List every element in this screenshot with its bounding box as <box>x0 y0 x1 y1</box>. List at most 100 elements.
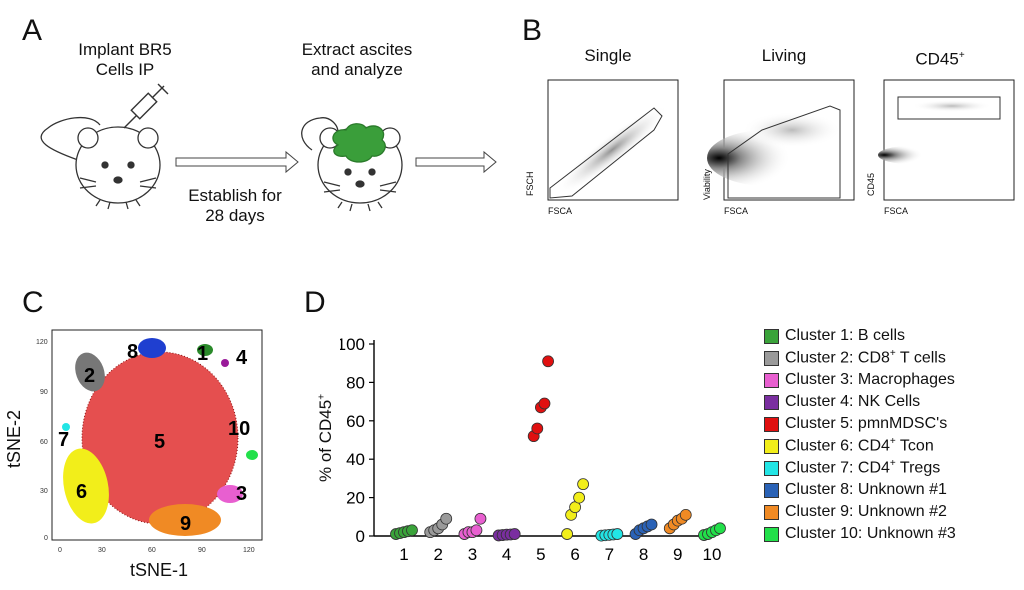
gate-title-cd45: CD45+ <box>880 46 1000 70</box>
data-point <box>542 355 554 368</box>
legend-item: Cluster 4: NK Cells <box>764 392 920 412</box>
x-tick-label: 7 <box>605 545 614 564</box>
tsne-cluster-10 <box>246 450 258 460</box>
data-point <box>714 522 726 535</box>
y-tick-label: 100 <box>340 335 365 354</box>
gate-title-cd45-sup: + <box>958 50 965 61</box>
legend-swatch <box>764 328 779 344</box>
mouse-icon <box>40 116 161 210</box>
panel-letter-b: B <box>522 14 543 47</box>
tsne-xtick-30: 30 <box>98 547 106 554</box>
gate-title-cd45-text: CD45 <box>915 49 959 69</box>
tsne-cluster-2 <box>75 352 105 392</box>
data-point <box>508 528 521 540</box>
tsne-ytick-0: 0 <box>44 535 48 542</box>
tsne-cluster-5 <box>82 352 238 524</box>
tsne-label-4: 4 <box>236 347 248 369</box>
legend-item: Cluster 6: CD4+ Tcon <box>764 436 934 456</box>
x-tick-label: 9 <box>673 545 682 564</box>
x-tick-label: 3 <box>468 545 477 564</box>
legend-item: Cluster 8: Unknown #1 <box>764 480 947 500</box>
legend-swatch <box>764 482 779 498</box>
data-point <box>611 528 624 540</box>
legend-label: Cluster 6: CD4+ Tcon <box>785 436 934 455</box>
legend-item: Cluster 1: B cells <box>764 326 905 346</box>
step1-line2: Cells IP <box>95 60 155 79</box>
data-point <box>538 397 551 410</box>
data-point <box>561 528 574 540</box>
tsne-cluster-4 <box>221 359 229 367</box>
dot-plot: 0 20 40 60 80 100 1 2 3 4 5 6 7 8 9 10 <box>340 335 726 564</box>
legend-item: Cluster 7: CD4+ Tregs <box>764 458 940 478</box>
gate-ylabel-1: FSCH <box>525 171 535 197</box>
d-ylabel: % of CD45+ <box>316 394 336 482</box>
d-ylabel-sup: + <box>316 393 328 400</box>
tsne-label-8: 8 <box>127 341 138 363</box>
legend-label: Cluster 5: pmnMDSC's <box>785 415 948 432</box>
y-tick-label: 40 <box>346 450 365 469</box>
data-point <box>573 491 586 504</box>
legend-swatch <box>764 372 779 388</box>
legend-swatch <box>764 526 779 542</box>
x-tick-label: 5 <box>536 545 545 564</box>
legend-item: Cluster 2: CD8+ T cells <box>764 348 946 368</box>
tsne-cluster-9 <box>149 504 221 536</box>
legend-swatch <box>764 460 779 476</box>
establish-label: Establish for 28 days <box>170 186 300 226</box>
tsne-label-3: 3 <box>236 483 247 505</box>
tsne-cluster-7 <box>62 423 70 431</box>
x-tick-label: 8 <box>639 545 648 564</box>
gate-xlabel-3: FSCA <box>884 206 909 216</box>
tsne-cluster-6 <box>63 448 109 524</box>
step2-line1: Extract ascites <box>301 40 413 59</box>
data-point <box>645 518 658 531</box>
tsne-label-2: 2 <box>84 365 95 387</box>
tsne-xtick-90: 90 <box>198 547 206 554</box>
arrow-right-icon <box>175 150 299 174</box>
d-ylabel-text: % of CD45 <box>316 399 335 482</box>
x-tick-label: 2 <box>433 545 442 564</box>
tsne-ytick-90: 90 <box>40 389 48 396</box>
tsne-ytick-60: 60 <box>40 439 48 446</box>
tsne-label-6: 6 <box>76 481 87 503</box>
tsne-label-1: 1 <box>197 343 208 365</box>
data-point <box>577 478 590 491</box>
tsne-cluster-8 <box>138 338 166 358</box>
legend-label: Cluster 9: Unknown #2 <box>785 503 947 520</box>
x-tick-label: 6 <box>570 545 579 564</box>
tsne-label-5: 5 <box>154 431 165 453</box>
tsne-ytick-30: 30 <box>40 488 48 495</box>
gate-plot-living <box>707 79 855 201</box>
legend-item: Cluster 9: Unknown #2 <box>764 502 947 522</box>
x-tick-label: 4 <box>502 545 511 564</box>
syringe-icon <box>123 83 169 129</box>
legend-swatch <box>764 350 779 366</box>
legend-label: Cluster 4: NK Cells <box>785 393 921 410</box>
establish-line1: Establish for <box>188 186 282 205</box>
gate-ylabel-2: Viability <box>702 169 712 200</box>
tsne-xtick-60: 60 <box>148 547 156 554</box>
legend-label: Cluster 2: CD8+ T cells <box>785 348 946 367</box>
tsne-xlabel: tSNE-1 <box>130 560 189 580</box>
legend-item: Cluster 10: Unknown #3 <box>764 524 956 544</box>
legend-label: Cluster 8: Unknown #1 <box>785 481 947 498</box>
establish-line2: 28 days <box>205 206 265 225</box>
panel-a-illustration <box>40 83 497 212</box>
legend-swatch <box>764 394 779 410</box>
legend-item: Cluster 5: pmnMDSC's <box>764 414 947 434</box>
y-tick-label: 60 <box>346 412 365 431</box>
tsne-ylabel: tSNE-2 <box>4 409 24 468</box>
y-tick-label: 80 <box>346 373 365 392</box>
data-point <box>679 508 692 521</box>
gate-title-living: Living <box>761 46 807 65</box>
gating-plots <box>547 79 1015 201</box>
y-tick-label: 20 <box>346 489 365 508</box>
tsne-ytick-120: 120 <box>36 339 48 346</box>
gate-title-single: Single <box>584 46 632 65</box>
gate-xlabel-2: FSCA <box>724 206 749 216</box>
step2-label: Extract ascites and analyze <box>282 40 432 80</box>
x-tick-label: 1 <box>399 545 408 564</box>
gate-xlabel-1: FSCA <box>548 206 573 216</box>
y-tick-label: 0 <box>356 527 365 546</box>
gate-ylabel-3: CD45 <box>866 172 876 196</box>
